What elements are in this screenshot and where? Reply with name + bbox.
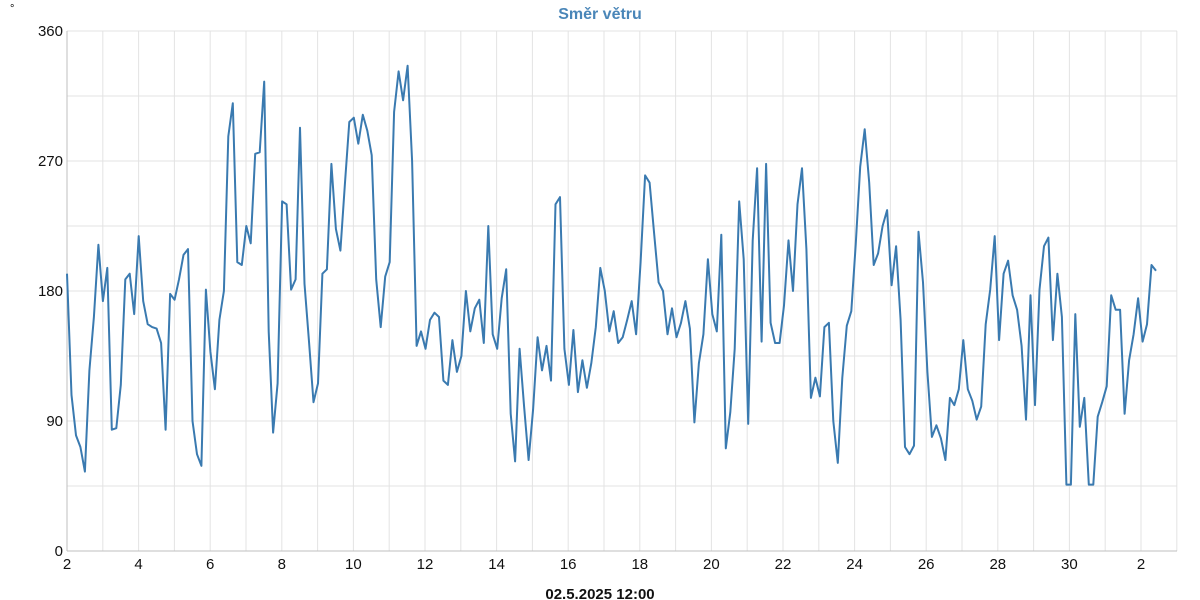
x-axis-label: 02.5.2025 12:00 — [545, 586, 654, 600]
y-tick-label: 270 — [38, 153, 63, 170]
x-tick-label: 2 — [63, 556, 71, 573]
x-tick-label: 6 — [206, 556, 214, 573]
x-tick-label: 20 — [703, 556, 720, 573]
x-tick-label: 14 — [488, 556, 505, 573]
x-tick-label: 4 — [134, 556, 142, 573]
x-tick-label: 30 — [1061, 556, 1078, 573]
y-axis-unit: ° — [10, 3, 14, 15]
x-tick-label: 8 — [278, 556, 286, 573]
y-tick-label: 90 — [46, 413, 63, 430]
x-tick-label: 22 — [775, 556, 792, 573]
y-axis-ticks: 0 90 180 270 360 — [38, 23, 63, 560]
x-tick-label: 10 — [345, 556, 362, 573]
series-line-wind-direction — [66, 64, 1157, 486]
y-tick-label: 360 — [38, 23, 63, 40]
x-tick-label: 16 — [560, 556, 577, 573]
x-tick-label: 2 — [1137, 556, 1145, 573]
y-tick-label: 0 — [55, 543, 63, 560]
x-tick-label: 26 — [918, 556, 935, 573]
chart-title: Směr větru — [558, 6, 642, 23]
x-tick-label: 18 — [631, 556, 648, 573]
x-tick-label: 24 — [846, 556, 863, 573]
y-tick-label: 180 — [38, 283, 63, 300]
x-tick-label: 12 — [417, 556, 434, 573]
x-axis-ticks: 2 4 6 8 10 12 14 16 18 20 22 24 26 28 30 2 — [63, 556, 1145, 573]
x-tick-label: 28 — [989, 556, 1006, 573]
